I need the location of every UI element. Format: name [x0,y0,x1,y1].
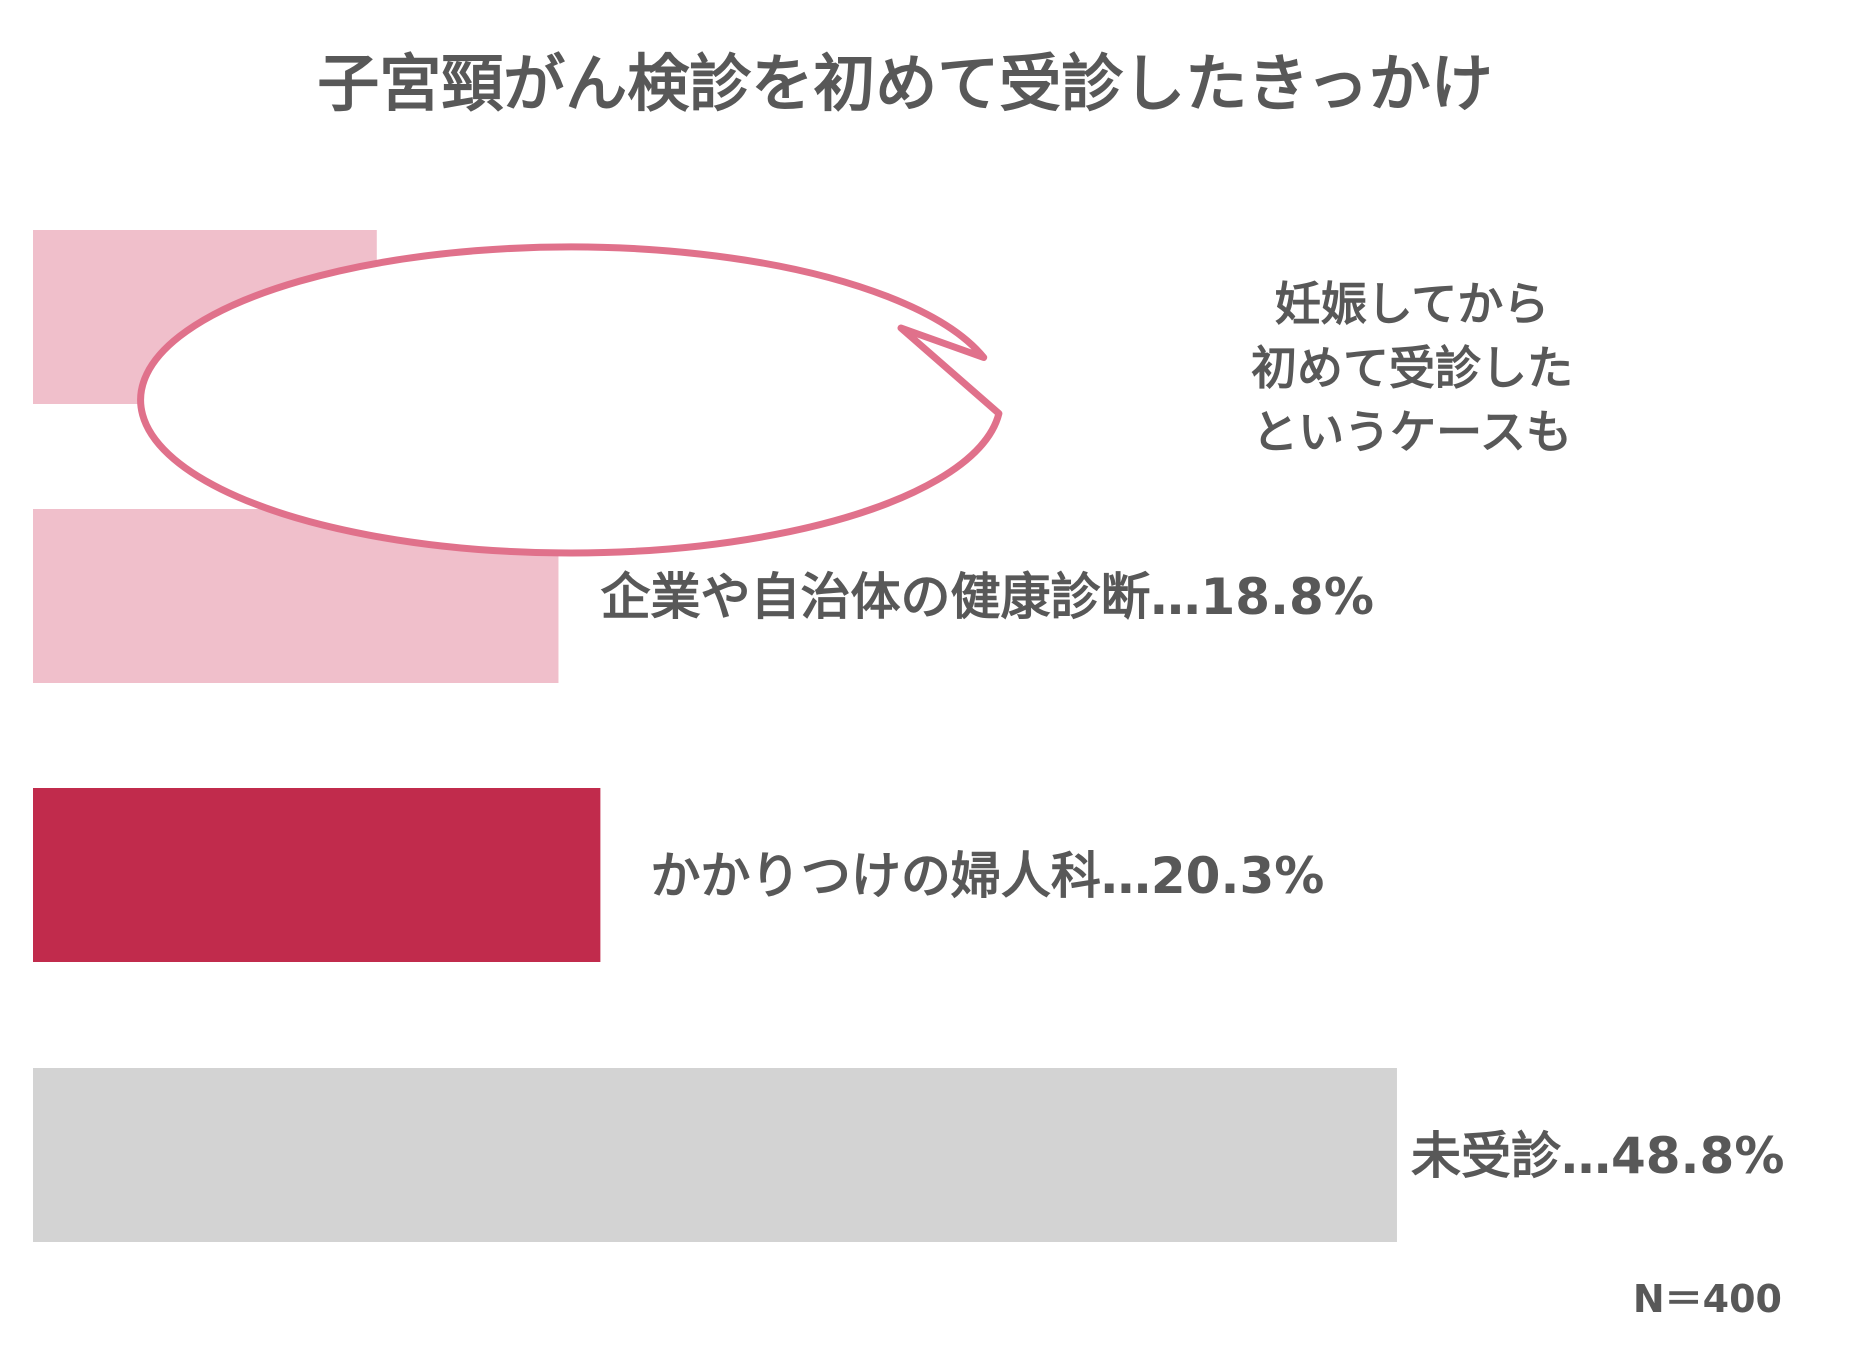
callout-shape [137,243,1003,557]
callout-line: 初めて受診した [1251,341,1573,395]
callout-line: 妊娠してから [1275,277,1550,331]
bar [33,1068,1397,1242]
bar-label: かかりつけの婦人科…20.3% [650,847,1324,905]
callout-bubble: 妊娠してから 初めて受診した というケースも [137,243,1573,557]
callout-line: というケースも [1252,405,1572,459]
bar [33,788,601,962]
chart-title: 子宮頸がん検診を初めて受診したきっかけ [317,47,1493,120]
sample-size-note: N＝400 [1633,1277,1782,1321]
bar-label: 未受診…48.8% [1411,1127,1784,1185]
bar-label: 企業や自治体の健康診断…18.8% [600,568,1373,626]
